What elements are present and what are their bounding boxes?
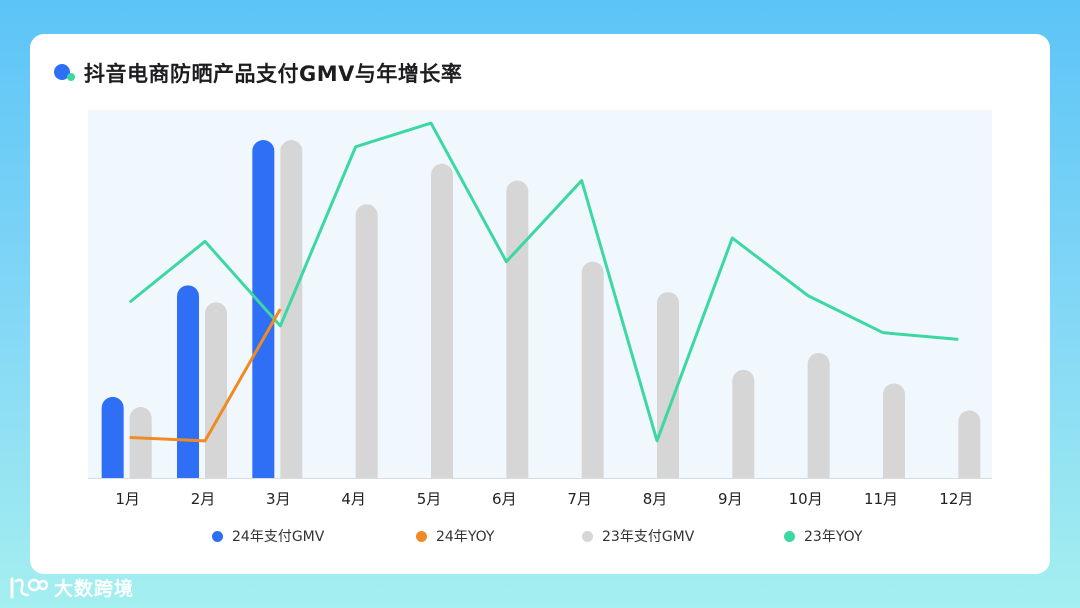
brand-name: 大数跨境 bbox=[54, 578, 135, 600]
legend: 24年支付GMV 24年YOY 23年支付GMV 23年YOY bbox=[0, 526, 1080, 548]
title-dot-accent-icon bbox=[67, 73, 75, 81]
bar-24-gmv-2 bbox=[177, 285, 199, 478]
legend-swatch-gmv23 bbox=[582, 530, 593, 542]
brand-logo-icon bbox=[10, 577, 48, 598]
bar-23-gmv-11 bbox=[883, 383, 905, 478]
x-tick-label: 8月 bbox=[643, 490, 668, 508]
bar-23-gmv-1 bbox=[129, 407, 152, 478]
legend-item-gmv23[interactable]: 23年支付GMV bbox=[582, 526, 694, 546]
legend-swatch-yoy24 bbox=[416, 530, 427, 542]
title-dot-icon bbox=[54, 64, 70, 80]
plot-background bbox=[88, 110, 992, 478]
legend-swatch-yoy23 bbox=[784, 530, 795, 542]
x-tick-label: 6月 bbox=[492, 490, 517, 508]
chart-title: 抖音电商防晒产品支付GMV与年增长率 bbox=[84, 62, 463, 86]
line-24-yoy bbox=[129, 308, 282, 443]
x-tick-label: 11月 bbox=[864, 490, 898, 508]
brand-watermark: 大数跨境 bbox=[8, 574, 134, 601]
x-tick-label: 4月 bbox=[341, 490, 366, 508]
x-tick-label: 3月 bbox=[266, 490, 291, 508]
legend-label-gmv23: 23年支付GMV bbox=[602, 529, 695, 545]
bar-23-gmv-2 bbox=[205, 302, 227, 478]
x-tick-label: 1月 bbox=[115, 490, 140, 508]
x-tick-label: 9月 bbox=[718, 490, 743, 508]
bar-23-gmv-3 bbox=[280, 140, 303, 478]
bar-23-gmv-9 bbox=[732, 369, 755, 478]
bar-23-gmv-4 bbox=[355, 204, 378, 478]
bar-23-gmv-8 bbox=[657, 292, 679, 478]
x-tick-label: 10月 bbox=[789, 490, 823, 508]
x-tick-label: 7月 bbox=[567, 490, 592, 508]
bar-23-gmv-7 bbox=[581, 261, 604, 478]
x-tick-label: 2月 bbox=[191, 490, 216, 508]
bar-23-gmv-6 bbox=[506, 180, 529, 478]
legend-item-yoy24[interactable]: 24年YOY bbox=[416, 526, 494, 546]
line-23-yoy bbox=[128, 121, 959, 443]
bar-23-gmv-5 bbox=[431, 163, 453, 478]
legend-swatch-gmv24 bbox=[212, 530, 223, 542]
legend-item-yoy23[interactable]: 23年YOY bbox=[784, 526, 862, 546]
bar-23-gmv-10 bbox=[807, 352, 830, 478]
bar-24-gmv-1 bbox=[101, 396, 124, 478]
x-tick-label: 12月 bbox=[939, 490, 973, 508]
x-tick-label: 5月 bbox=[417, 490, 442, 508]
legend-label-yoy23: 23年YOY bbox=[804, 529, 863, 545]
legend-label-yoy24: 24年YOY bbox=[436, 529, 495, 545]
legend-item-gmv24[interactable]: 24年支付GMV bbox=[212, 526, 324, 546]
bar-23-gmv-12 bbox=[958, 410, 981, 478]
legend-label-gmv24: 24年支付GMV bbox=[232, 529, 325, 545]
